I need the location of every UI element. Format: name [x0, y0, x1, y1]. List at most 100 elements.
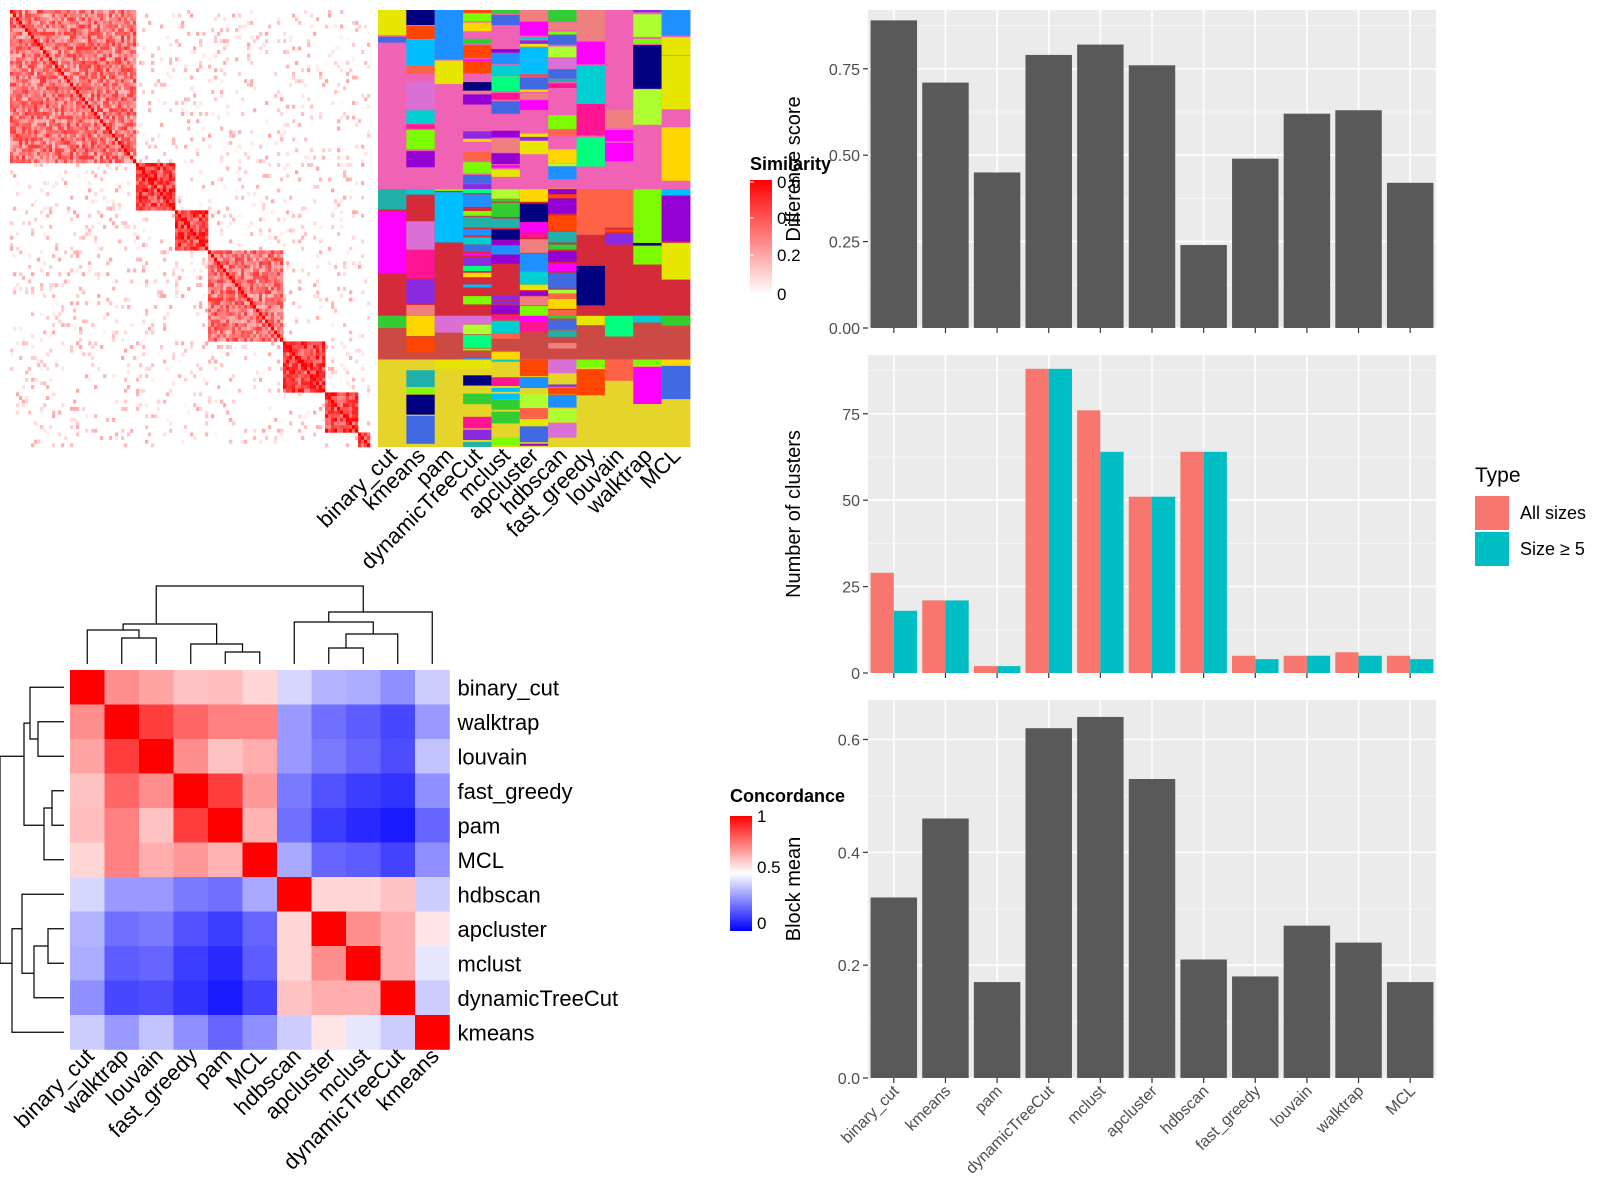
x-tick-label: MCL: [1383, 1083, 1419, 1119]
x-tick-label: pam: [972, 1083, 1006, 1117]
y-tick-label: 25: [842, 580, 860, 597]
concordance-cell: [70, 808, 105, 843]
concordance-row-label: binary_cut: [458, 675, 560, 700]
concordance-cell: [173, 808, 209, 843]
bar-fast_greedy-0: [1232, 655, 1256, 673]
y-axis-label: Difference score: [783, 96, 805, 241]
concordance-row-label: fast_greedy: [458, 779, 573, 804]
concordance-cell: [139, 773, 174, 809]
concordance-cell: [70, 946, 105, 981]
concordance-cell: [139, 1015, 174, 1050]
concordance-cell: [380, 670, 416, 705]
concordance-cell: [242, 773, 278, 809]
similarity-legend-tick: 0: [777, 285, 786, 304]
concordance-cell: [346, 670, 381, 705]
concordance-cell: [208, 773, 243, 809]
bar-walktrap: [1335, 110, 1382, 329]
concordance-row-label: MCL: [458, 848, 504, 873]
concordance-cell: [277, 1015, 312, 1050]
concordance-cell: [380, 877, 416, 912]
concordance-cell: [415, 739, 450, 774]
x-tick-label: kmeans: [903, 1083, 955, 1135]
bar-pam: [973, 172, 1021, 328]
concordance-cell: [311, 704, 347, 740]
concordance-cell: [311, 980, 347, 1016]
concordance-dendrogram: [0, 585, 433, 1033]
block-mean-chart: 0.0 0.2 0.4 0.6 binary_cut kmeans pamdynamicTr…: [783, 700, 1436, 1177]
concordance-cell: [242, 980, 278, 1016]
concordance-cell: [139, 704, 174, 740]
concordance-cell: [104, 877, 140, 912]
concordance-cell: [242, 842, 278, 878]
concordance-cell: [311, 946, 347, 981]
concordance-cell: [104, 808, 140, 843]
concordance-cell: [311, 842, 347, 878]
concordance-cell: [311, 670, 347, 705]
bar-louvain-0: [1283, 655, 1307, 673]
similarity-legend-colorbar: [750, 180, 772, 295]
similarity-legend-title: Similarity: [750, 154, 831, 174]
concordance-cell: [139, 980, 174, 1016]
bar-mclust: [1077, 44, 1124, 328]
similarity-legend-tick: 0.4: [777, 209, 801, 228]
concordance-cell: [346, 808, 381, 843]
concordance-cell: [70, 980, 105, 1016]
y-tick-label: 0.6: [838, 732, 860, 749]
concordance-cell: [173, 980, 209, 1016]
bar-mclust: [1077, 716, 1124, 1078]
concordance-cell: [208, 911, 243, 947]
bar-binary_cut-1: [893, 610, 918, 673]
y-tick-label: 0.0: [838, 1071, 860, 1088]
concordance-cell: [277, 911, 312, 947]
y-tick-label: 0.2: [838, 958, 860, 975]
number-of-clusters-chart: 0 25 50 75 Number of clusters: [783, 355, 1436, 683]
concordance-cell: [173, 704, 209, 740]
concordance-legend-tick: 1: [757, 807, 766, 826]
concordance-cell: [139, 842, 174, 878]
concordance-cell: [173, 1015, 209, 1050]
concordance-cell: [346, 739, 381, 774]
concordance-cell: [242, 670, 278, 705]
concordance-row-label: mclust: [458, 951, 522, 976]
bar-louvain-1: [1306, 655, 1331, 673]
concordance-cell: [208, 739, 243, 774]
concordance-cell: [277, 808, 312, 843]
bar-mclust-1: [1100, 451, 1124, 673]
concordance-cell: [415, 980, 450, 1016]
concordance-cell: [70, 1015, 105, 1050]
concordance-cell: [242, 739, 278, 774]
concordance-cell: [415, 773, 450, 809]
concordance-cell: [104, 670, 140, 705]
concordance-cell: [242, 946, 278, 981]
bar-louvain: [1283, 925, 1331, 1078]
concordance-cell: [104, 946, 140, 981]
concordance-cell: [277, 739, 312, 774]
concordance-cell: [139, 808, 174, 843]
concordance-cell: [346, 911, 381, 947]
type-legend-swatch: [1475, 496, 1509, 530]
bar-apcluster-0: [1128, 496, 1152, 673]
bar-pam-0: [973, 666, 998, 673]
concordance-cell: [415, 1015, 450, 1050]
x-tick-label: mclust: [1064, 1082, 1109, 1127]
concordance-cell: [277, 946, 312, 981]
concordance-cell: [380, 773, 416, 809]
concordance-cell: [380, 980, 416, 1016]
bar-hdbscan: [1180, 245, 1227, 328]
type-legend-label: All sizes: [1520, 503, 1586, 523]
concordance-cell: [242, 911, 278, 947]
concordance-cell: [70, 704, 105, 740]
concordance-cell: [346, 1015, 381, 1050]
concordance-cell: [415, 704, 450, 740]
concordance-cell: [208, 1015, 243, 1050]
concordance-cell: [208, 980, 243, 1016]
bar-dynamicTreeCut: [1025, 728, 1072, 1078]
concordance-cell: [346, 704, 381, 740]
concordance-cell: [415, 946, 450, 981]
concordance-cell: [70, 773, 105, 809]
x-tick-label: dynamicTreeCut: [963, 1082, 1058, 1177]
concordance-cell: [139, 877, 174, 912]
bar-MCL-1: [1410, 659, 1434, 673]
concordance-cell: [70, 877, 105, 912]
y-tick-label: 0.25: [829, 235, 860, 252]
